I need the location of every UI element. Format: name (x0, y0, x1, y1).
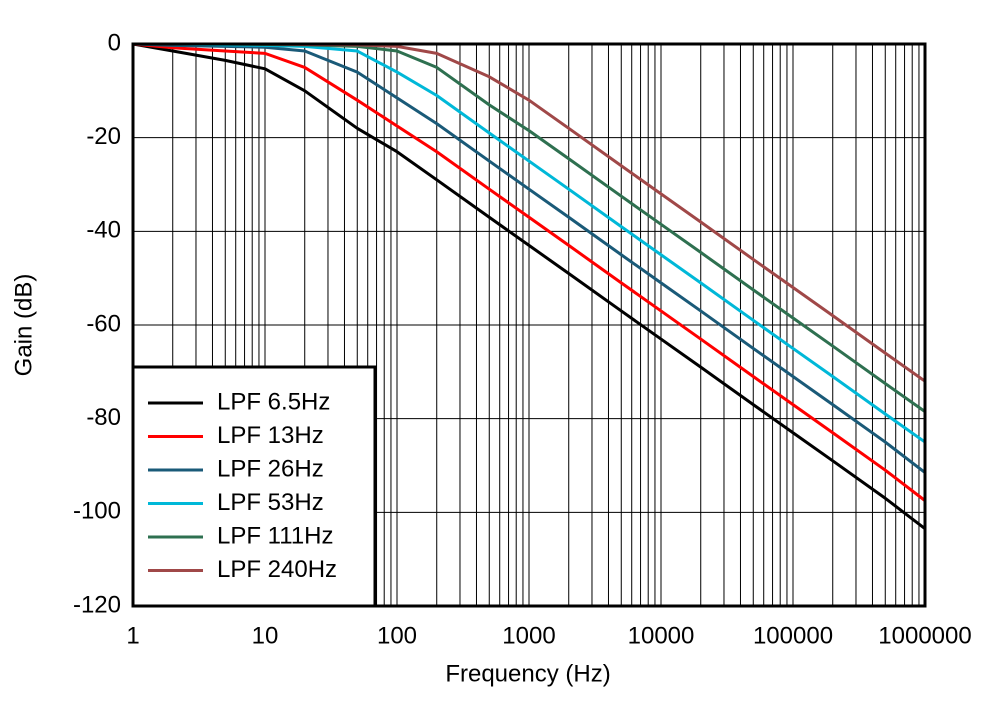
series-line (132, 42, 926, 474)
y-tick-label: -100 (73, 498, 121, 525)
plot-frame (131, 42, 927, 608)
y-tick-label: 0 (108, 29, 121, 56)
x-axis-title: Frequency (Hz) (445, 660, 610, 687)
y-tick-label: -80 (86, 404, 121, 431)
x-tick-label: 1000 (502, 622, 555, 649)
legend-label: LPF 26Hz (217, 455, 324, 482)
y-tick-label: -60 (86, 310, 121, 337)
series-line (132, 42, 926, 502)
legend: LPF 6.5Hz LPF 13Hz LPF 26Hz LPF 53Hz LPF 111… (131, 365, 377, 608)
y-axis-title: Gain (dB) (10, 274, 37, 377)
y-tick-label: -40 (86, 217, 121, 244)
legend-label: LPF 13Hz (217, 422, 324, 449)
legend-label: LPF 53Hz (217, 489, 324, 516)
x-tick-label: 100000 (753, 622, 833, 649)
y-tick-label: -120 (73, 591, 121, 618)
legend-box (131, 365, 377, 608)
legend-label: LPF 111Hz (217, 522, 334, 549)
legend-label: LPF 240Hz (217, 556, 337, 583)
series-line (132, 42, 926, 530)
x-tick-label: 1 (126, 622, 139, 649)
legend-label: LPF 6.5Hz (217, 388, 330, 415)
x-tick-label: 100 (377, 622, 417, 649)
x-tick-label: 1000000 (878, 622, 971, 649)
y-tick-label: -20 (86, 123, 121, 150)
x-tick-label: 10 (252, 622, 279, 649)
x-tick-label: 10000 (628, 622, 695, 649)
